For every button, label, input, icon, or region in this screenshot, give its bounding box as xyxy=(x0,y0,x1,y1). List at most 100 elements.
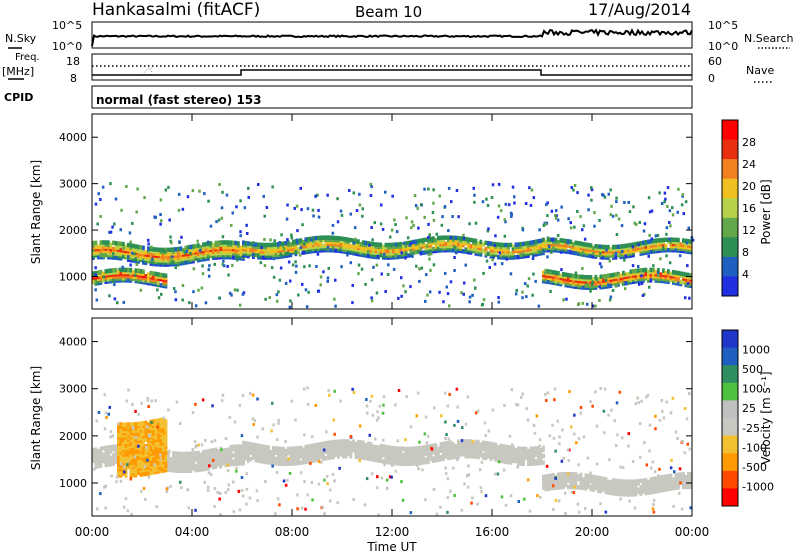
power-cell xyxy=(94,288,97,292)
power-cell xyxy=(647,269,650,275)
velocity-cell xyxy=(370,472,374,476)
power-cell xyxy=(497,296,500,299)
power-cell xyxy=(442,300,445,304)
power-cell xyxy=(417,226,420,230)
power-cell xyxy=(107,268,110,274)
beam-label: Beam 10 xyxy=(355,3,422,21)
power-cell xyxy=(649,278,653,283)
power-cell xyxy=(94,273,97,277)
power-cell xyxy=(662,237,665,243)
power-cell xyxy=(643,222,647,226)
power-cell xyxy=(647,245,650,251)
power-cell xyxy=(134,256,138,262)
power-cell xyxy=(644,240,648,245)
velocity-cell xyxy=(157,435,160,440)
velocity-cell xyxy=(577,463,580,467)
power-cell xyxy=(423,215,426,219)
power-cell xyxy=(512,244,515,250)
velocity-cell xyxy=(445,444,448,448)
velocity-cell xyxy=(334,439,338,445)
power-cell xyxy=(674,270,678,275)
power-cell xyxy=(612,272,615,278)
power-cell xyxy=(172,287,176,290)
velocity-cell xyxy=(582,477,585,482)
velocity-cell xyxy=(562,456,566,460)
velocity-cell xyxy=(134,409,137,413)
power-cell xyxy=(275,293,279,297)
power-cell xyxy=(159,283,163,288)
power-cell xyxy=(619,252,623,258)
velocity-cell xyxy=(422,455,425,461)
power-cell xyxy=(174,247,178,252)
power-cell xyxy=(282,247,286,251)
velocity-cell xyxy=(257,454,260,459)
power-cell xyxy=(372,241,375,247)
power-cell xyxy=(412,244,415,249)
velocity-cell xyxy=(379,443,383,449)
velocity-cell xyxy=(364,443,368,448)
power-cell xyxy=(514,242,518,247)
power-cell xyxy=(548,271,552,275)
velocity-cell xyxy=(167,450,170,455)
power-cell xyxy=(648,210,652,214)
velocity-cell xyxy=(447,437,450,441)
velocity-cell xyxy=(648,449,651,453)
power-cell xyxy=(685,241,689,245)
power-cell xyxy=(444,235,448,240)
power-cell xyxy=(102,271,105,277)
velocity-cell xyxy=(559,472,563,477)
velocity-cell xyxy=(492,448,495,454)
velocity-cell xyxy=(657,484,660,489)
velocity-cell xyxy=(602,487,605,492)
power-cell xyxy=(382,249,385,254)
power-cell xyxy=(656,271,660,274)
velocity-cell xyxy=(658,418,662,422)
power-cell xyxy=(347,237,350,242)
velocity-cell xyxy=(199,452,203,457)
power-cell xyxy=(414,239,418,244)
velocity-cell xyxy=(224,447,228,453)
velocity-cell xyxy=(209,473,213,476)
power-cell xyxy=(424,299,427,303)
power-cell xyxy=(243,206,247,210)
power-cell xyxy=(565,297,568,301)
velocity-cell xyxy=(459,452,463,457)
power-cell xyxy=(600,265,603,269)
power-cell xyxy=(232,240,235,246)
velocity-cell xyxy=(339,439,343,444)
power-cell xyxy=(668,261,672,265)
velocity-cell xyxy=(449,489,452,493)
power-cell xyxy=(684,272,688,277)
power-cell xyxy=(434,238,438,243)
power-cell xyxy=(337,236,340,241)
power-cell xyxy=(157,296,161,300)
velocity-cell xyxy=(544,392,547,396)
power-cell xyxy=(369,194,373,197)
power-cell xyxy=(235,205,238,209)
power-cell xyxy=(290,233,293,237)
power-cell xyxy=(99,215,102,218)
power-cell xyxy=(672,269,675,275)
velocity-cell xyxy=(192,451,195,456)
velocity-cell xyxy=(444,446,448,450)
power-cell xyxy=(94,266,97,270)
velocity-cell xyxy=(440,414,443,418)
power-cell xyxy=(101,185,105,189)
power-cell xyxy=(554,270,558,275)
velocity-cell xyxy=(425,441,428,445)
velocity-cell xyxy=(610,408,613,412)
velocity-cell xyxy=(357,452,360,458)
power-cell xyxy=(419,246,423,252)
velocity-cell xyxy=(162,436,165,441)
velocity-cell xyxy=(369,448,373,453)
power-cell xyxy=(667,269,670,274)
power-cell xyxy=(262,194,265,198)
velocity-cell xyxy=(567,484,570,490)
velocity-cell xyxy=(516,465,520,469)
velocity-cell xyxy=(444,437,447,441)
power-cell xyxy=(121,265,124,269)
velocity-cell xyxy=(651,507,655,511)
velocity-cell xyxy=(591,404,594,408)
velocity-cell xyxy=(670,458,673,462)
velocity-cell xyxy=(261,427,264,431)
